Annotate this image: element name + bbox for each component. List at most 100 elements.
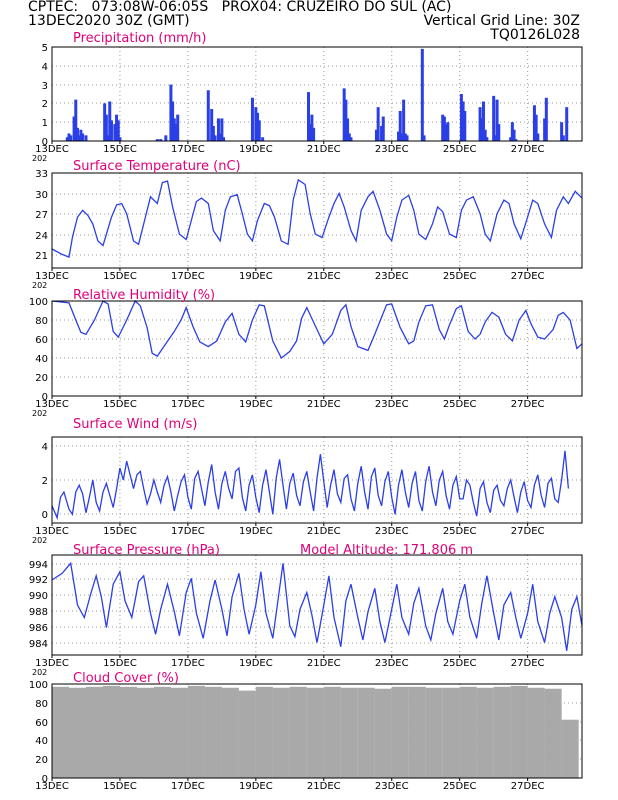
panel-frame <box>51 683 583 779</box>
precipitation-bar <box>402 99 406 141</box>
cloud-cover-bar <box>527 687 545 778</box>
precipitation-bar <box>442 116 446 141</box>
header-grid-line-note: Vertical Grid Line: 30Z <box>423 13 580 29</box>
precipitation-bar <box>75 127 79 141</box>
x-tick-label: 13DEC <box>35 526 69 537</box>
x-tick-label: 27DEC <box>511 144 545 155</box>
panel-frame <box>51 554 583 656</box>
y-tick-label: 992 <box>29 575 48 586</box>
precipitation-bar <box>74 99 78 141</box>
precipitation-bar <box>261 137 265 141</box>
precipitation-bar <box>67 133 71 141</box>
precipitation-bar <box>512 129 516 141</box>
y-tick-label: 40 <box>35 354 48 365</box>
y-tick-label: 80 <box>35 316 48 327</box>
panel-cloud-cover: 0 20 40 60 80 100 13DEC 15DEC 17DEC 19DEC 21DEC 23D… <box>29 671 583 792</box>
precipitation-bar <box>77 135 81 141</box>
y-tick-label: 1 <box>42 118 48 129</box>
precipitation-bar <box>169 84 173 141</box>
precipitation-bar <box>222 137 226 141</box>
y-tick-label: 24 <box>35 231 48 242</box>
precipitation-bar <box>159 139 163 141</box>
precipitation-bar <box>536 133 540 141</box>
precipitation-bar <box>155 139 159 141</box>
cloud-cover-bar <box>221 687 239 778</box>
temperature-line <box>51 178 583 258</box>
x-tick-label: 23DEC <box>375 658 409 669</box>
pressure-line <box>51 561 583 651</box>
cloud-cover-bar <box>357 687 375 778</box>
header-run-code: TQ0126L028 <box>490 27 580 43</box>
x-tick-label: 17DEC <box>171 399 205 410</box>
y-tick-label: 994 <box>29 560 48 571</box>
precipitation-bar <box>463 110 467 141</box>
y-tick-label: 60 <box>35 335 48 346</box>
panel-title: Cloud Cover (%) <box>73 671 179 686</box>
header-station-line: CPTEC: 073:08W-06:05S PROX04: CRUZEIRO D… <box>28 0 452 15</box>
precipitation-bar <box>514 139 518 141</box>
precipitation-bar <box>257 120 261 141</box>
y-tick-label: 984 <box>29 639 48 650</box>
y-tick-label: 988 <box>29 607 48 618</box>
precipitation-bar <box>405 135 409 141</box>
precipitation-bar <box>79 129 83 141</box>
y-tick-label: 80 <box>35 699 48 710</box>
cloud-cover-bar <box>255 686 273 778</box>
panel-pressure: 984 986 988 990 992 994 13DEC 15DEC 17DEC 19DEC 21… <box>29 543 583 677</box>
cloud-cover-bar <box>136 687 154 778</box>
precipitation-bar <box>444 124 448 141</box>
x-tick-label: 15DEC <box>103 144 137 155</box>
precipitation-bar <box>210 109 214 141</box>
y-tick-label: 3 <box>42 81 48 92</box>
header-date-line: 13DEC2020 30Z (GMT) <box>28 13 190 29</box>
precipitation-bar <box>250 97 254 141</box>
cloud-cover-bar <box>544 688 562 778</box>
humidity-line <box>51 299 583 360</box>
precipitation-bar <box>108 101 112 141</box>
x-tick-label: 25DEC <box>443 399 477 410</box>
precipitation-bar <box>310 114 314 141</box>
precipitation-bar <box>220 118 224 141</box>
precipitation-bar <box>544 97 548 141</box>
cloud-cover-bar <box>510 685 528 778</box>
precipitation-bar <box>459 94 463 141</box>
x-tick-label: 27DEC <box>511 271 545 282</box>
precipitation-bar <box>106 135 110 141</box>
x-tick-label: 23DEC <box>375 271 409 282</box>
x-tick-label: 23DEC <box>375 526 409 537</box>
precipitation-bar <box>493 135 497 141</box>
model-altitude-label: Model Altitude: 171.806 m <box>300 543 473 558</box>
precipitation-bar <box>565 107 569 141</box>
precipitation-bar <box>176 114 180 141</box>
precipitation-bar <box>561 135 565 141</box>
precipitation-bar <box>376 107 380 141</box>
panel-title: Surface Wind (m/s) <box>73 417 197 432</box>
cloud-cover-bar <box>51 686 70 778</box>
x-tick-label: 15DEC <box>103 658 137 669</box>
precipitation-bar <box>254 107 258 141</box>
precipitation-bar <box>534 114 538 141</box>
panel-frame <box>51 46 583 142</box>
cloud-cover-bar <box>238 690 256 778</box>
precipitation-bar <box>495 99 499 141</box>
x-tick-label: 13DEC <box>35 781 69 792</box>
precipitation-bar <box>174 124 178 141</box>
x-year-label: 202 <box>32 281 47 290</box>
precipitation-bar <box>441 114 445 141</box>
x-tick-label: 17DEC <box>171 658 205 669</box>
x-tick-label: 27DEC <box>511 399 545 410</box>
cloud-cover-bar <box>323 686 341 778</box>
panel-title: Precipitation (mm/h) <box>73 31 206 46</box>
panel-temperature: 21 24 27 30 33 13DEC 15DEC 17DEC 19DEC 21DEC 23DEC… <box>32 159 583 290</box>
y-tick-label: 986 <box>29 623 48 634</box>
y-tick-label: 0 <box>42 774 48 785</box>
panel-title: Surface Temperature (nC) <box>73 159 241 174</box>
precipitation-bar <box>256 112 260 141</box>
y-tick-label: 60 <box>35 718 48 729</box>
x-tick-label: 13DEC <box>35 658 69 669</box>
cloud-cover-bar <box>204 686 222 778</box>
precipitation-bar <box>104 114 108 141</box>
y-tick-label: 20 <box>35 755 48 766</box>
precipitation-bar <box>118 137 122 141</box>
precipitation-bar <box>478 107 482 141</box>
